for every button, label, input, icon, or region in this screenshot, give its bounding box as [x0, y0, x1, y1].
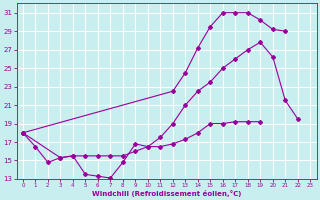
X-axis label: Windchill (Refroidissement éolien,°C): Windchill (Refroidissement éolien,°C) — [92, 190, 241, 197]
